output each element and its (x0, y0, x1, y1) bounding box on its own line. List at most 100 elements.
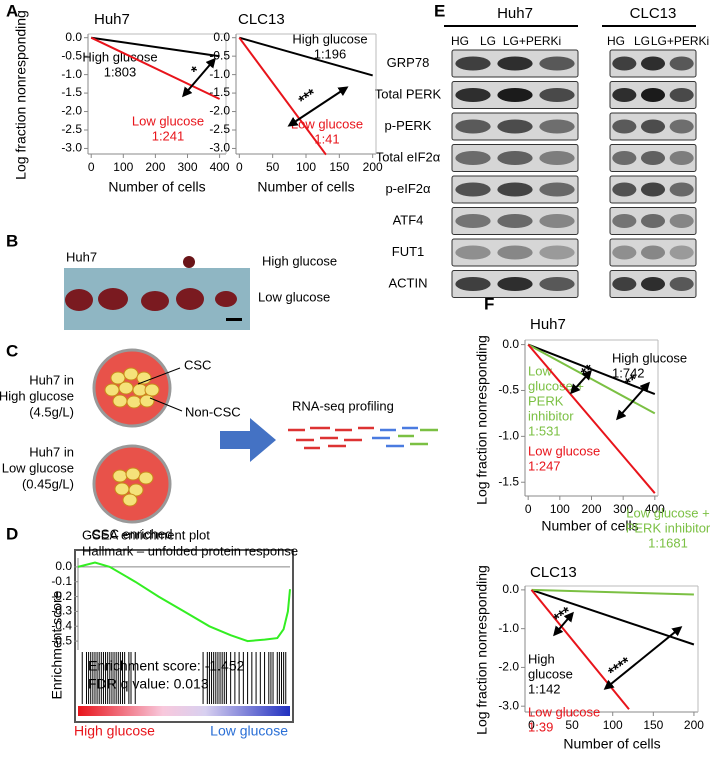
series-label: 1:142 (528, 681, 561, 696)
x-tick-label: 50 (266, 160, 280, 174)
significance-arrow (616, 381, 650, 421)
x-tick-label: 100 (113, 160, 133, 174)
band (455, 151, 491, 165)
condition-label: Huh7 in (29, 372, 74, 387)
annotation: * (188, 63, 203, 80)
x-tick-label: 300 (613, 502, 633, 516)
series-line (238, 37, 327, 156)
lane-label: LG (634, 34, 650, 48)
y-tick-label: -0.5 (51, 633, 72, 647)
band (539, 182, 575, 197)
y-tick-label: -2.0 (498, 660, 519, 674)
panel-letter: A (6, 1, 18, 20)
series-line (531, 588, 694, 596)
panel-letter: E (434, 1, 445, 20)
series-label: PERK inhibitor (626, 520, 711, 535)
series-label: Low glucose (528, 704, 600, 719)
band (669, 182, 694, 197)
band (539, 245, 575, 260)
x-tick-label: 0 (88, 160, 95, 174)
band (539, 56, 575, 71)
row-label: Total PERK (375, 86, 442, 101)
band (612, 182, 637, 197)
end-label: Low glucose (210, 723, 288, 739)
band (455, 214, 491, 228)
band (612, 56, 637, 71)
y-tick-label: 0.0 (502, 582, 519, 596)
band (497, 245, 533, 260)
band (612, 88, 637, 102)
condition-label: (0.45g/L) (22, 476, 74, 491)
group-label: High glucose (262, 253, 337, 268)
x-axis-label: Number of cells (541, 518, 638, 534)
band (455, 182, 491, 197)
row-label: FUT1 (392, 244, 425, 259)
series-label: Low (528, 363, 552, 378)
end-label: High glucose (74, 723, 155, 739)
chart-title: GSEA enrichment plot (82, 527, 210, 542)
tumor (65, 289, 93, 311)
series-label: 1:39 (528, 719, 553, 734)
y-tick-label: -1.5 (61, 85, 82, 99)
panel-letter: F (484, 294, 494, 313)
band (497, 119, 533, 134)
x-tick-label: 200 (581, 502, 601, 516)
chart-title: Huh7 (94, 11, 130, 28)
band (669, 119, 694, 134)
cell-label: Non-CSC (185, 404, 241, 419)
condition-label: (4.5g/L) (29, 404, 74, 419)
y-tick-label: -0.5 (498, 383, 519, 397)
band (539, 119, 575, 134)
band (455, 277, 491, 291)
x-tick-label: 50 (565, 718, 579, 732)
y-tick-label: -3.0 (498, 698, 519, 712)
x-tick-label: 100 (550, 502, 570, 516)
band (669, 88, 694, 102)
group-label: Low glucose (258, 289, 330, 304)
x-tick-label: 100 (296, 160, 316, 174)
band (539, 214, 575, 228)
band (497, 56, 533, 71)
x-axis-label: Number of cells (108, 179, 205, 195)
series-label: 1:196 (314, 46, 347, 61)
caption: CSC enriched (92, 526, 173, 541)
significance-arrow (553, 611, 574, 637)
lane-label: LG+PERKi (503, 34, 561, 48)
series-label: 1:41 (314, 131, 339, 146)
group-title: CLC13 (630, 5, 677, 22)
significance-arrow (603, 626, 683, 690)
band (640, 56, 666, 71)
tumor (176, 288, 204, 310)
pointer (137, 367, 181, 385)
y-tick-label: -0.5 (209, 48, 230, 62)
band (455, 88, 491, 102)
pointer (149, 397, 183, 412)
condition-label: High glucose (0, 388, 74, 403)
y-axis-label: Log fraction nonresponding (474, 335, 490, 505)
chart-title: CLC13 (238, 11, 285, 28)
series-label: High glucose (292, 31, 367, 46)
band (539, 151, 575, 165)
series-line (527, 343, 656, 494)
row-label: ATF4 (393, 212, 424, 227)
x-axis-label: Number of cells (563, 736, 660, 752)
band (497, 182, 533, 197)
band (455, 119, 491, 134)
panel-letter: C (6, 341, 18, 360)
series-label: Low glucose (132, 113, 204, 128)
band (539, 88, 575, 102)
band (497, 277, 533, 291)
chart-title: Huh7 (530, 316, 566, 333)
series-label: inhibitor (528, 408, 574, 423)
band (539, 277, 575, 291)
row-label: p-eIF2α (385, 181, 431, 196)
band (612, 277, 637, 291)
reads (288, 426, 438, 450)
x-tick-label: 150 (643, 718, 663, 732)
annotation: *** (296, 85, 320, 109)
y-tick-label: -2.0 (209, 104, 230, 118)
row-label: ACTIN (389, 275, 428, 290)
x-tick-label: 100 (603, 718, 623, 732)
plot-frame (74, 549, 294, 723)
